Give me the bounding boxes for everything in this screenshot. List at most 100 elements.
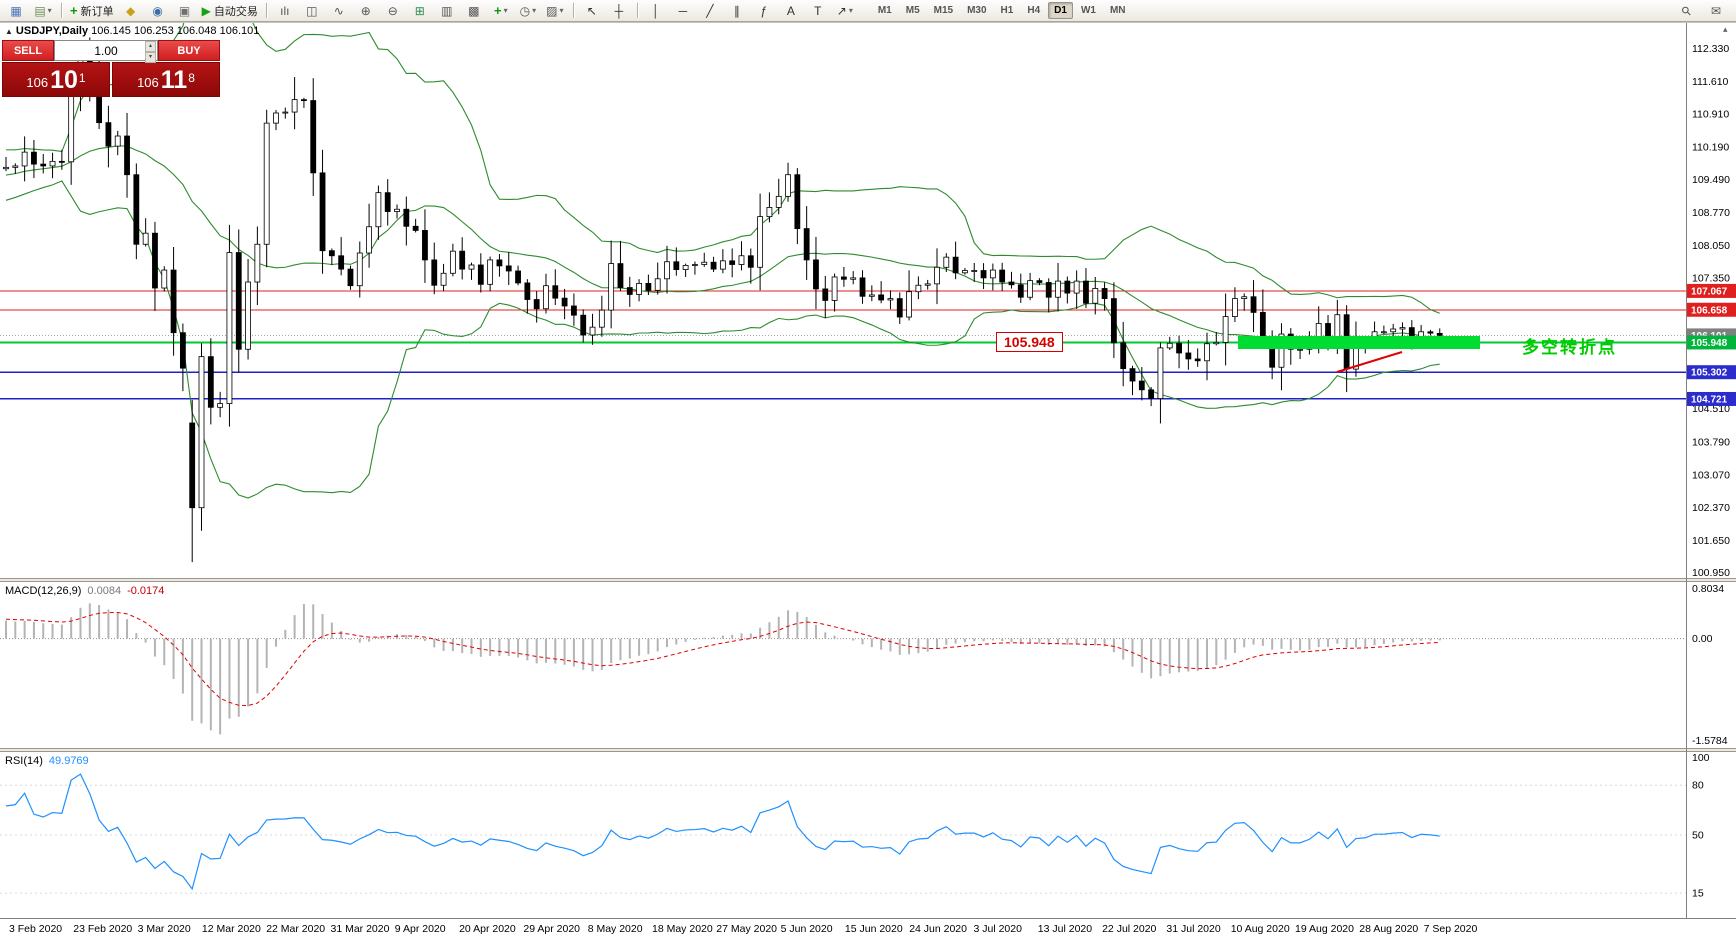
arrange-windows-icon[interactable]: ▩ — [461, 1, 487, 21]
new-order-button[interactable]: + 新订单 — [67, 1, 117, 21]
indicators-button: + — [494, 2, 502, 18]
autotrading-button[interactable]: ▶ 自动交易 — [199, 1, 261, 21]
timeframe-d1[interactable]: D1 — [1048, 2, 1073, 19]
candle-body — [1073, 280, 1080, 294]
scroll-up-icon[interactable]: ▴ — [1723, 24, 1728, 34]
date-label: 13 Jul 2020 — [1038, 923, 1092, 935]
candle-body — [449, 250, 456, 274]
candlestick-chart-icon[interactable]: ◫ — [299, 1, 325, 21]
profiles-icon[interactable]: ▤ ▾ — [30, 1, 56, 21]
timeframe-switcher: M1 M5 M15 M30 H1 H4 D1 W1 MN — [872, 2, 1132, 19]
fibonacci-icon[interactable]: ƒ — [751, 1, 777, 21]
dropdown-caret-icon[interactable]: ▾ — [503, 6, 508, 15]
cascade-windows-icon: ▥ — [441, 3, 453, 18]
candle-body — [952, 256, 959, 274]
candle-body — [719, 260, 726, 270]
indicators-button[interactable]: + ▾ — [488, 1, 514, 21]
macd-main-value: 0.0084 — [87, 585, 122, 597]
timeframe-h4[interactable]: H4 — [1027, 5, 1041, 16]
arrows-icon[interactable]: ↗ ▾ — [832, 1, 858, 21]
candle-body — [692, 264, 698, 266]
timeframe-m5[interactable]: M5 — [905, 5, 920, 16]
date-label: 20 Apr 2020 — [459, 923, 516, 935]
metaeditor-icon[interactable]: ◆ — [118, 1, 144, 21]
chat-icon[interactable]: ✉ — [1703, 1, 1729, 21]
buy-button[interactable]: BUY — [158, 40, 220, 61]
pane-separator[interactable] — [0, 748, 1736, 752]
dropdown-caret-icon[interactable]: ▾ — [559, 6, 564, 15]
buy-pips: 11 — [160, 66, 188, 94]
periods-button[interactable]: ◷ ▾ — [515, 1, 541, 21]
toolbar-separator — [265, 3, 267, 18]
spinner-down-icon[interactable]: ▾ — [145, 52, 156, 63]
search-icon[interactable]: ⚲ — [1673, 1, 1699, 21]
collapse-one-click-icon[interactable]: ▲ — [5, 27, 13, 36]
label-icon[interactable]: T — [805, 1, 831, 21]
terminal-icon[interactable]: ▣ — [172, 1, 198, 21]
bar-chart-icon[interactable]: ılı — [272, 1, 298, 21]
templates-button[interactable]: ▨ ▾ — [542, 1, 568, 21]
candle-body — [515, 270, 521, 284]
vertical-line-icon[interactable]: │ — [643, 1, 669, 21]
tile-windows-icon[interactable]: ⊞ — [407, 1, 433, 21]
horizontal-level-lines — [0, 290, 1686, 400]
candle-body — [608, 263, 615, 311]
line-chart-icon[interactable]: ∿ — [326, 1, 352, 21]
candle-body — [282, 111, 289, 114]
autotrading-button: ▶ — [201, 3, 211, 18]
candle-body — [487, 259, 494, 285]
timeframe-m1[interactable]: M1 — [877, 5, 892, 16]
candle-body — [664, 261, 670, 280]
spinner-up-icon[interactable]: ▴ — [145, 41, 156, 52]
turning-point-label[interactable]: 多空转折点 — [1522, 338, 1617, 357]
label-icon: T — [814, 3, 822, 18]
candle-body — [775, 195, 782, 208]
market-watch-icon[interactable]: ◉ — [145, 1, 171, 21]
volume-spinner[interactable]: ▴ ▾ — [145, 41, 156, 63]
candle-body — [524, 282, 531, 300]
horizontal-line-icon[interactable]: ─ — [670, 1, 696, 21]
market-watch-icon: ◉ — [152, 3, 163, 18]
candle-body — [291, 99, 298, 113]
rsi-name: RSI(14) — [5, 755, 43, 767]
candle-body — [3, 166, 9, 170]
new-chart-icon[interactable]: ▦ — [3, 1, 29, 21]
crosshair-icon[interactable]: ┼ — [606, 1, 632, 21]
dropdown-caret-icon[interactable]: ▾ — [848, 6, 853, 15]
trendline-icon[interactable]: ╱ — [697, 1, 723, 21]
candle-body — [738, 255, 745, 265]
price-axis-label: 104.510 — [1692, 403, 1730, 415]
timeframe-h1[interactable]: H1 — [1000, 5, 1014, 16]
price-axis-label: 112.330 — [1692, 43, 1729, 55]
text-icon[interactable]: A — [778, 1, 804, 21]
trendline-object[interactable] — [1336, 351, 1403, 373]
sell-button[interactable]: SELL — [2, 40, 54, 61]
buy-price-button[interactable]: 106 11 8 — [112, 62, 220, 97]
dropdown-caret-icon[interactable]: ▾ — [47, 6, 52, 15]
candle-body — [552, 285, 559, 299]
price-level-callout[interactable]: 105.948 — [996, 332, 1063, 352]
timeframe-m15[interactable]: M15 — [933, 5, 954, 16]
date-label: 12 Mar 2020 — [202, 923, 261, 935]
sell-price-button[interactable]: 106 10 1 — [2, 62, 110, 97]
candle-body — [1250, 296, 1257, 313]
vertical-line-icon: │ — [652, 3, 660, 18]
candle-body — [1222, 316, 1229, 343]
pane-separator[interactable] — [0, 578, 1736, 582]
timeframe-mn[interactable]: MN — [1109, 5, 1126, 16]
search-icon: ⚲ — [1677, 2, 1695, 19]
cascade-windows-icon[interactable]: ▥ — [434, 1, 460, 21]
timeframe-m30[interactable]: M30 — [967, 5, 987, 16]
zoom-out-icon[interactable]: ⊖ — [380, 1, 406, 21]
cursor-icon[interactable]: ↖ — [579, 1, 605, 21]
dropdown-caret-icon[interactable]: ▾ — [532, 6, 537, 15]
channel-icon[interactable]: ∥ — [724, 1, 750, 21]
volume-input[interactable]: 1.00 ▴ ▾ — [54, 40, 158, 63]
candle-body — [617, 263, 624, 288]
candle-body — [999, 269, 1006, 283]
support-zone-bar[interactable] — [1238, 336, 1480, 349]
timeframe-w1[interactable]: W1 — [1080, 5, 1096, 16]
candle-body — [757, 216, 764, 268]
zoom-in-icon[interactable]: ⊕ — [353, 1, 379, 21]
